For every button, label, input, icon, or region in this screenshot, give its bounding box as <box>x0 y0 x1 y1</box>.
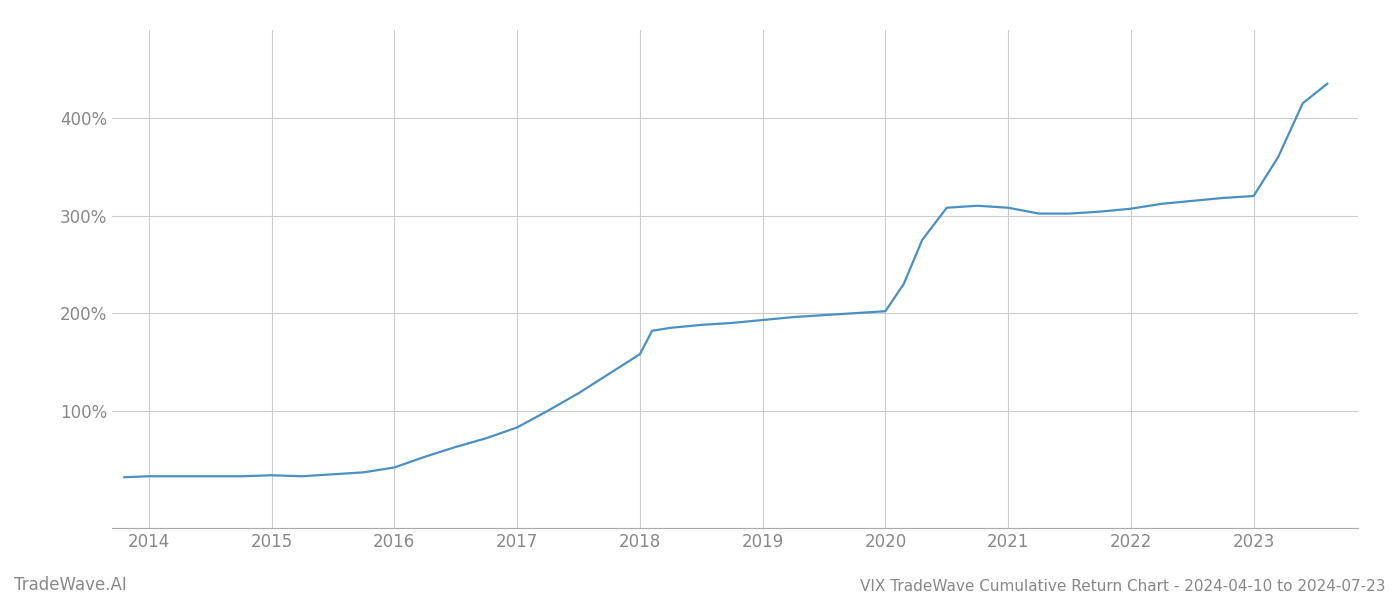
Text: VIX TradeWave Cumulative Return Chart - 2024-04-10 to 2024-07-23: VIX TradeWave Cumulative Return Chart - … <box>861 579 1386 594</box>
Text: TradeWave.AI: TradeWave.AI <box>14 576 127 594</box>
